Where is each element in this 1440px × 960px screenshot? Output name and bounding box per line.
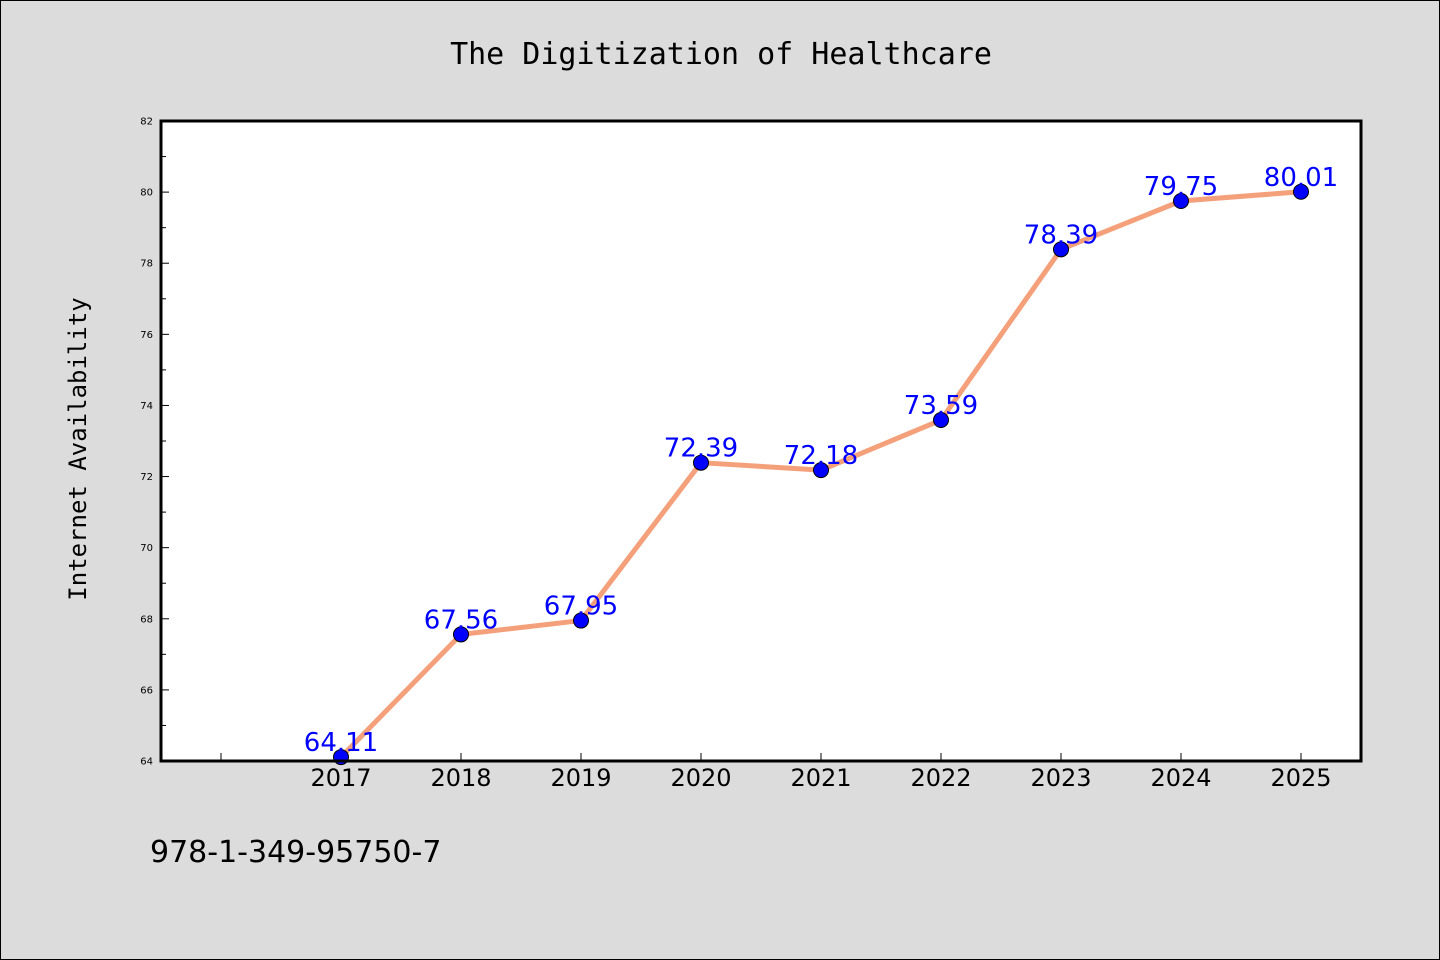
data-label: 64.11 xyxy=(304,728,378,758)
data-point-marker xyxy=(573,612,589,629)
x-tick-label: 2020 xyxy=(670,764,731,792)
x-tick-label: 2019 xyxy=(550,764,611,792)
data-point-marker xyxy=(453,626,469,643)
data-label: 80.01 xyxy=(1264,163,1338,193)
data-point-marker xyxy=(693,454,709,471)
data-labels-layer: 64.11 67.56 67.95 72.39 72.18 73.59 78.39 79.75… xyxy=(304,163,1338,758)
series-layer xyxy=(333,183,1309,766)
ticks-layer: 64 66 68 70 72 74 76 78 80 82 2017 2018 2019 2020 2021… xyxy=(140,117,1331,793)
y-tick-label: 80 xyxy=(140,188,153,199)
data-label: 73.59 xyxy=(904,391,978,421)
y-tick-label: 64 xyxy=(140,757,153,768)
data-point-marker xyxy=(1173,193,1189,209)
y-tick-label: 82 xyxy=(140,117,153,128)
x-tick-label: 2025 xyxy=(1270,764,1331,792)
plot-area xyxy=(161,121,1361,761)
x-tick-label: 2024 xyxy=(1150,764,1211,792)
data-label: 78.39 xyxy=(1024,220,1098,250)
data-point-marker xyxy=(813,462,829,479)
isbn-text: 978-1-349-95750-7 xyxy=(150,835,442,870)
y-tick-label: 76 xyxy=(140,330,153,341)
x-tick-label: 2017 xyxy=(310,764,371,792)
x-tick-label: 2022 xyxy=(910,764,971,792)
y-tick-label: 70 xyxy=(140,543,153,554)
y-tick-label: 66 xyxy=(140,685,153,696)
data-label: 79.75 xyxy=(1144,172,1218,202)
data-label: 72.18 xyxy=(784,441,858,471)
y-axis-label: Internet Availability xyxy=(64,297,92,600)
plot-frame xyxy=(159,119,1363,763)
data-label: 72.39 xyxy=(664,434,738,464)
data-label: 67.95 xyxy=(544,592,618,622)
x-tick-label: 2018 xyxy=(430,764,491,792)
y-tick-label: 68 xyxy=(140,614,153,625)
data-point-marker xyxy=(1293,183,1309,200)
y-tick-label: 72 xyxy=(140,472,153,483)
data-point-marker xyxy=(933,412,949,429)
x-tick-label: 2021 xyxy=(790,764,851,792)
data-label: 67.56 xyxy=(424,605,498,635)
y-tick-label: 78 xyxy=(140,259,153,270)
y-tick-label: 74 xyxy=(140,401,153,412)
x-tick-label: 2023 xyxy=(1030,764,1091,792)
chart-title: The Digitization of Healthcare xyxy=(450,37,992,72)
data-point-marker xyxy=(1053,241,1069,258)
